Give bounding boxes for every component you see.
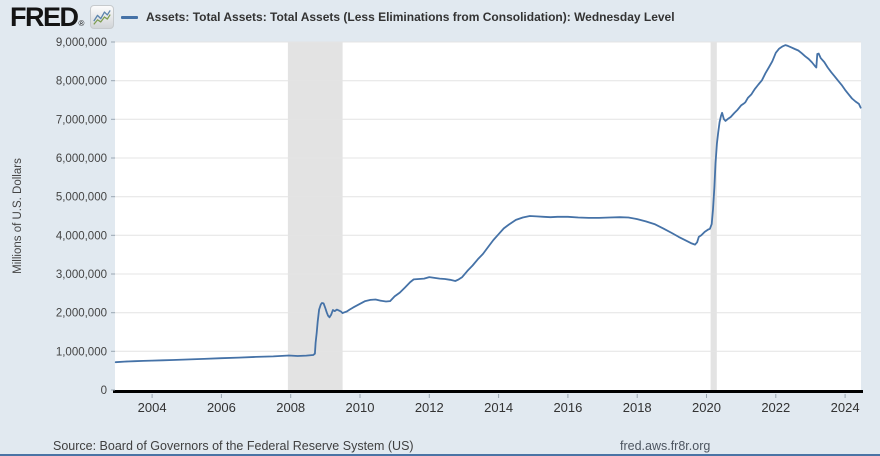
chart-canvas[interactable]: 2004 2006 2008 2010 2012 2014 2016 2018 2020 2022…	[0, 0, 880, 430]
logo-icon-green-line	[93, 14, 112, 25]
x-tick-label: 2024	[831, 400, 860, 415]
fred-url-link[interactable]: fred.aws.fr8r.org	[620, 439, 711, 453]
series-line	[114, 44, 862, 364]
registered-trademark-icon: ®	[78, 19, 85, 28]
fred-logo-chart-icon	[90, 5, 115, 29]
y-tick-label: 1,000,000	[56, 346, 107, 358]
y-tick-label: 7,000,000	[56, 114, 107, 126]
x-tick-label: 2006	[207, 400, 236, 415]
y-tick-label: 0	[101, 385, 107, 397]
y-tick-label: 6,000,000	[56, 153, 107, 165]
logo-icon-blue-line	[93, 10, 112, 22]
source-text: Source: Board of Governors of the Federa…	[53, 439, 414, 453]
chart-header: FRED ® Assets: Total Assets: Total Asset…	[0, 0, 880, 36]
plot-background	[115, 42, 861, 390]
x-tick-label: 2022	[761, 400, 790, 415]
x-tick-label: 2016	[553, 400, 582, 415]
x-tick-label: 2018	[623, 400, 652, 415]
bottom-accent-border	[0, 454, 880, 456]
recession-band	[287, 42, 343, 390]
x-tick-label: 2020	[692, 400, 721, 415]
y-tick-label: 3,000,000	[56, 269, 107, 281]
recession-band	[710, 42, 717, 390]
y-tick-label: 5,000,000	[56, 192, 107, 204]
y-tick-label: 4,000,000	[56, 230, 107, 242]
x-tick-label: 2010	[346, 400, 375, 415]
fred-logo-text: FRED	[10, 2, 79, 32]
fred-logo[interactable]: FRED ®	[10, 2, 115, 32]
legend-line-swatch	[121, 15, 138, 19]
y-tick-label: 2,000,000	[56, 308, 107, 320]
x-tick-label: 2004	[138, 400, 167, 415]
y-axis-title: Millions of U.S. Dollars	[12, 158, 24, 274]
legend-series-label[interactable]: Assets: Total Assets: Total Assets (Less…	[146, 10, 675, 24]
x-tick-label: 2008	[276, 400, 305, 415]
x-tick-label: 2012	[415, 400, 444, 415]
y-tick-label: 8,000,000	[56, 76, 107, 88]
chart-legend: Assets: Total Assets: Total Assets (Less…	[121, 10, 675, 24]
y-tick-label: 9,000,000	[56, 37, 107, 49]
x-tick-label: 2014	[484, 400, 513, 415]
x-axis-line	[113, 390, 863, 393]
